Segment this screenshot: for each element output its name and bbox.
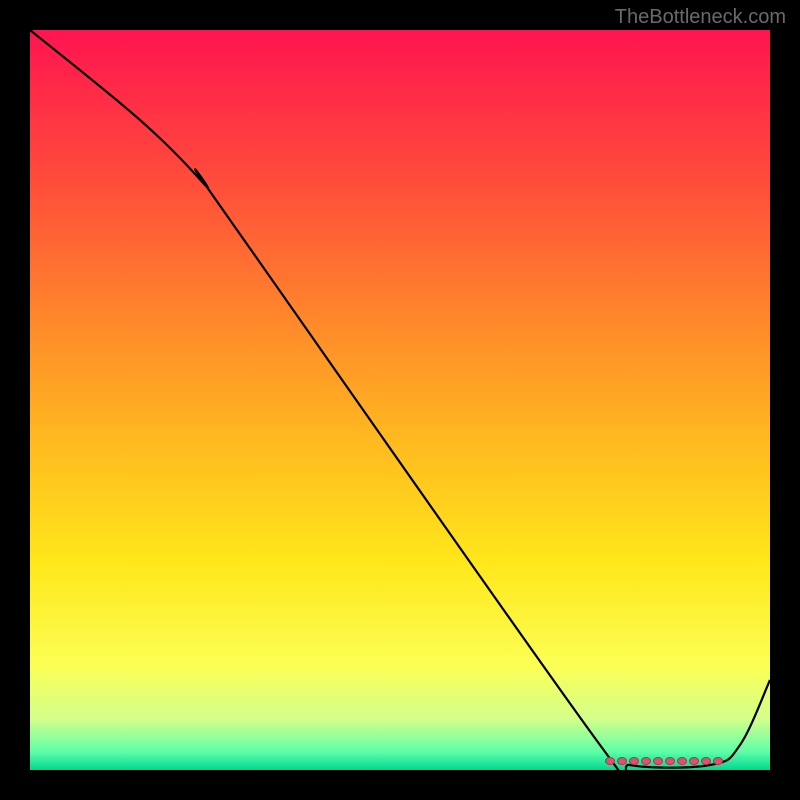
marker-dot (642, 758, 651, 765)
marker-dot (690, 758, 699, 765)
curve-layer (30, 30, 770, 770)
marker-dot (702, 758, 711, 765)
watermark-text: TheBottleneck.com (615, 6, 786, 29)
marker-dot (618, 758, 627, 765)
marker-dot (666, 758, 675, 765)
marker-dot (714, 758, 723, 765)
bottleneck-curve (30, 30, 770, 793)
optimal-range-markers (606, 758, 723, 765)
marker-dot (606, 758, 615, 765)
marker-dot (678, 758, 687, 765)
marker-dot (630, 758, 639, 765)
marker-dot (654, 758, 663, 765)
plot-area (30, 30, 770, 770)
